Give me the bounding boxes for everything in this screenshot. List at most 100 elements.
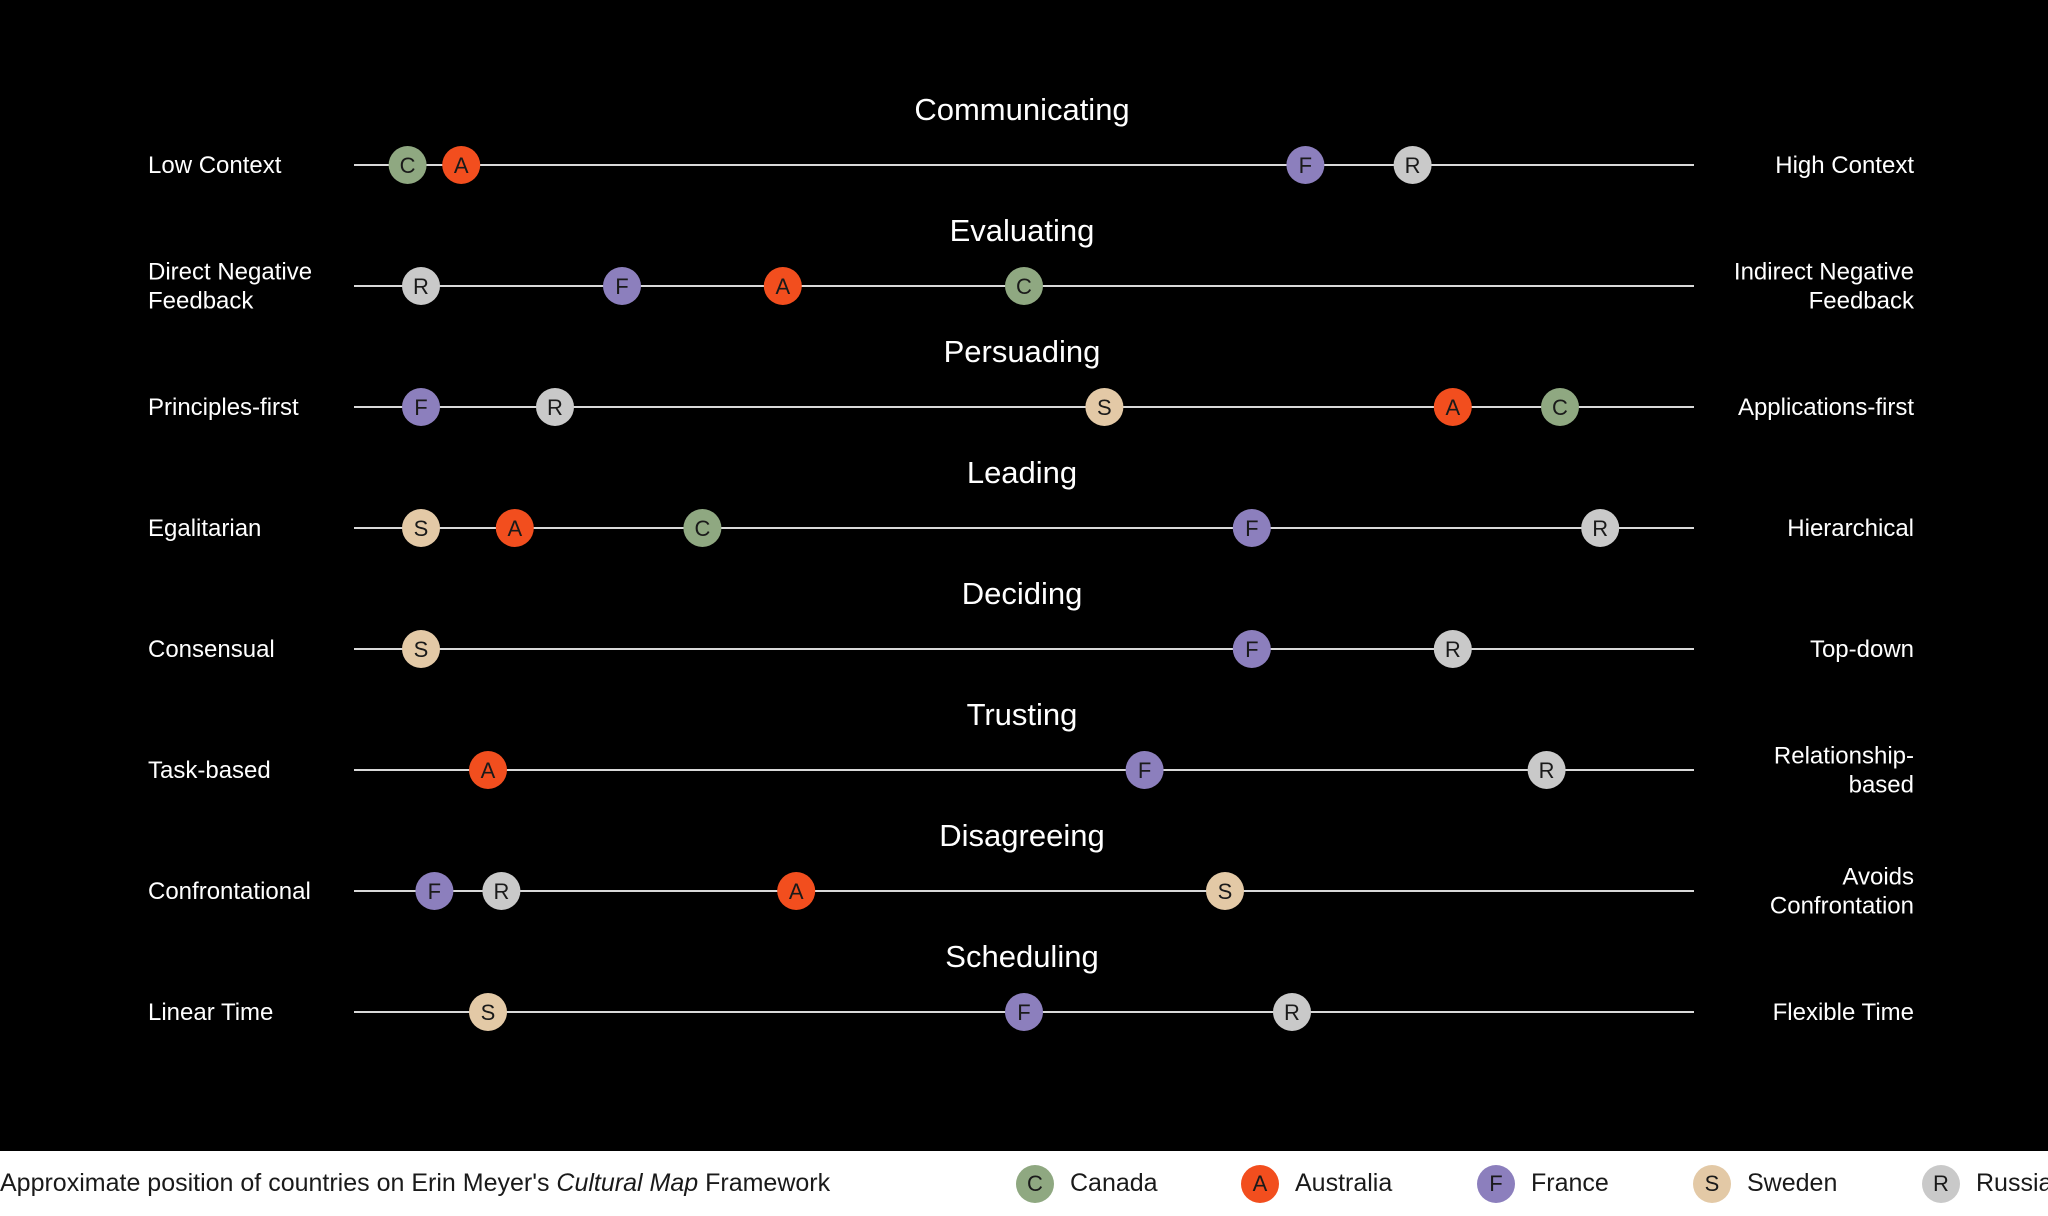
country-marker-france: F — [603, 267, 641, 305]
marker-letter: R — [1592, 516, 1608, 541]
marker-circle — [1433, 388, 1472, 426]
marker-circle — [1005, 993, 1043, 1031]
marker-letter: S — [414, 516, 429, 541]
marker-letter: F — [414, 395, 427, 420]
marker-letter: S — [414, 637, 429, 662]
country-marker-canada: C — [1541, 388, 1579, 426]
marker-letter: A — [454, 153, 469, 178]
country-marker-france: F — [1005, 993, 1043, 1031]
dimension-title: Scheduling — [945, 939, 1098, 974]
marker-circle — [402, 509, 440, 547]
country-marker-australia: A — [777, 872, 816, 910]
cultural-map-chart: Communicating Low Context High Context C A F R… — [148, 92, 1915, 1031]
marker-circle — [1393, 146, 1432, 184]
country-marker-australia: A — [1433, 388, 1472, 426]
footer-bar: Approximate position of countries on Eri… — [0, 1151, 2048, 1216]
marker-letter: F — [1245, 637, 1258, 662]
marker-circle — [1527, 751, 1566, 789]
marker-circle — [1125, 751, 1164, 789]
marker-letter: F — [1017, 1000, 1030, 1025]
marker-circle — [495, 509, 534, 547]
country-marker-france: F — [1232, 630, 1271, 668]
marker-letter: S — [1218, 879, 1233, 904]
marker-letter: R — [1284, 1000, 1300, 1025]
legend-item-france: F France — [1477, 1151, 1609, 1216]
country-marker-france: F — [1232, 509, 1271, 547]
marker-letter: F — [1245, 516, 1258, 541]
right-pole-label: based — [1849, 772, 1914, 799]
marker-letter: A — [481, 758, 496, 783]
country-marker-russia: R — [536, 388, 574, 426]
dimension-row: Disagreeing Confrontational AvoidsConfront… — [148, 818, 1914, 920]
dimension-row: Deciding Consensual Top-down S F R — [148, 576, 1914, 668]
marker-circle — [1232, 630, 1271, 668]
legend-swatch: C — [1016, 1164, 1054, 1203]
marker-letter: C — [400, 153, 416, 178]
marker-letter: A — [507, 516, 522, 541]
country-marker-australia: A — [763, 267, 802, 305]
right-pole-label: Indirect Negative — [1734, 259, 1914, 286]
caption-suffix: Framework — [698, 1169, 831, 1197]
left-pole-label: Direct Negative — [148, 259, 312, 286]
legend-item-canada: C Canada — [1016, 1151, 1158, 1216]
marker-letter: R — [1539, 758, 1555, 783]
chart-caption: Approximate position of countries on Eri… — [0, 1151, 830, 1216]
legend-label: France — [1531, 1169, 1609, 1197]
left-pole-label: Egalitarian — [148, 515, 261, 542]
marker-letter: R — [493, 879, 509, 904]
legend-swatch: S — [1693, 1164, 1731, 1203]
legend-swatch: A — [1241, 1164, 1279, 1203]
right-pole-label: Hierarchical — [1787, 515, 1914, 542]
marker-circle — [1273, 993, 1311, 1031]
country-marker-russia: R — [402, 267, 440, 305]
legend-label: Australia — [1295, 1169, 1393, 1197]
marker-letter: R — [413, 274, 429, 299]
legend-letter: F — [1489, 1170, 1503, 1196]
legend-letter: S — [1704, 1170, 1720, 1196]
marker-letter: C — [1016, 274, 1032, 299]
dimension-row: Leading Egalitarian Hierarchical S A C F R — [148, 455, 1914, 547]
country-marker-sweden: S — [469, 993, 507, 1031]
marker-letter: R — [1445, 637, 1461, 662]
marker-circle — [1541, 388, 1579, 426]
dimension-title: Communicating — [914, 92, 1129, 127]
dimension-title: Deciding — [962, 576, 1083, 611]
country-marker-russia: R — [482, 872, 521, 910]
legend-label: Russia — [1976, 1169, 2048, 1197]
marker-circle — [402, 630, 440, 668]
dimension-row: Scheduling Linear Time Flexible Time S F R — [148, 939, 1914, 1031]
legend-swatch: F — [1477, 1164, 1515, 1203]
country-marker-russia: R — [1273, 993, 1311, 1031]
country-marker-australia: A — [495, 509, 534, 547]
legend-label: Canada — [1070, 1169, 1158, 1197]
left-pole-label: Confrontational — [148, 878, 311, 905]
marker-circle — [1581, 509, 1620, 547]
marker-letter: R — [547, 395, 563, 420]
right-pole-label: Confrontation — [1770, 893, 1914, 920]
marker-circle — [777, 872, 816, 910]
marker-letter: C — [694, 516, 710, 541]
legend-item-sweden: S Sweden — [1693, 1151, 1837, 1216]
country-marker-sweden: S — [1085, 388, 1124, 426]
marker-circle — [482, 872, 521, 910]
dimension-title: Disagreeing — [939, 818, 1104, 853]
marker-letter: F — [1299, 153, 1312, 178]
legend-swatch: R — [1922, 1164, 1960, 1203]
marker-circle — [1005, 267, 1043, 305]
country-marker-france: F — [415, 872, 454, 910]
dimension-title: Leading — [967, 455, 1077, 490]
marker-circle — [1286, 146, 1325, 184]
marker-letter: A — [775, 274, 790, 299]
caption-italic: Cultural Map — [556, 1169, 699, 1197]
country-marker-sweden: S — [1206, 872, 1244, 910]
country-marker-russia: R — [1527, 751, 1566, 789]
left-pole-label: Feedback — [148, 288, 254, 315]
dimension-title: Trusting — [967, 697, 1078, 732]
marker-letter: A — [1445, 395, 1460, 420]
dimension-title: Evaluating — [950, 213, 1095, 248]
marker-letter: S — [1097, 395, 1112, 420]
marker-letter: F — [428, 879, 441, 904]
marker-circle — [536, 388, 574, 426]
country-marker-canada: C — [1005, 267, 1043, 305]
caption-prefix: Approximate position of countries on Eri… — [0, 1169, 557, 1197]
